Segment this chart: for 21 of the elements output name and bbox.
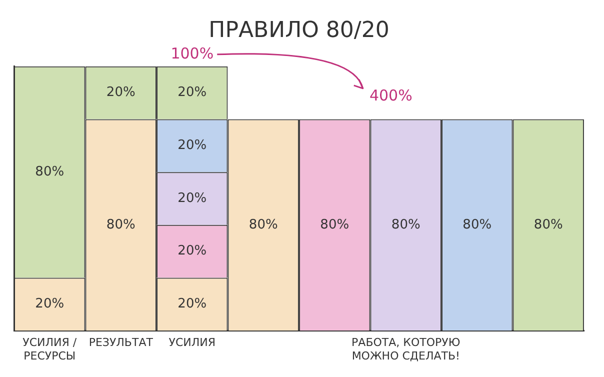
x-tick-label: УСИЛИЯ	[168, 336, 216, 350]
data-label: 20%	[178, 138, 207, 154]
data-label: 20%	[35, 296, 64, 312]
data-label: 80%	[534, 217, 563, 232]
data-label: 20%	[178, 244, 207, 259]
data-label: 80%	[35, 164, 64, 180]
x-tick-label: УСИЛИЯ / РЕСУРСЫ	[22, 336, 77, 362]
data-label: 80%	[106, 217, 136, 232]
x-tick-label: РЕЗУЛЬТАТ	[88, 336, 154, 350]
chart-title: ПРАВИЛО 80/20	[208, 18, 390, 43]
data-label: 20%	[178, 296, 207, 312]
data-label: 80%	[391, 217, 420, 232]
x-tick-label: РАБОТА, КОТОРУЮ МОЖНО СДЕЛАТЬ!	[352, 336, 460, 362]
data-label: 80%	[248, 217, 278, 232]
data-label: 20%	[106, 85, 136, 100]
data-label: 20%	[178, 190, 207, 206]
data-label: 20%	[178, 85, 207, 100]
annotation: 400%	[369, 86, 412, 104]
data-label: 80%	[320, 217, 350, 232]
annotation: 100%	[170, 44, 214, 62]
data-label: 80%	[462, 217, 492, 232]
